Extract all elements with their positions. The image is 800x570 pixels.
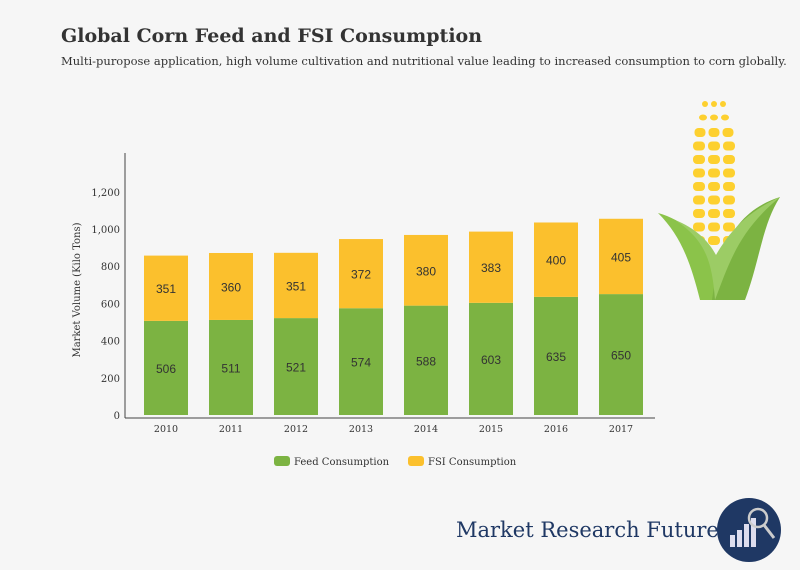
y-axis-label: Market Volume (Kilo Tons)	[72, 222, 83, 357]
bar-feed-2016	[534, 296, 578, 415]
bar-fsi-2010	[144, 255, 188, 321]
data-label: 372	[351, 268, 371, 282]
corn-illustration	[658, 101, 780, 300]
y-tick-label: 200	[101, 374, 120, 385]
brand-name: Market Research Future	[456, 518, 719, 542]
chart-subtitle: Multi-puropose application, high volume …	[61, 54, 787, 68]
data-label: 506	[156, 362, 176, 376]
bar-feed-2017	[599, 294, 643, 415]
x-tick-label: 2011	[219, 424, 243, 435]
legend-swatch-0	[274, 456, 290, 466]
x-tick-label: 2010	[154, 424, 178, 435]
bar-feed-2015	[469, 302, 513, 415]
brand-logo	[717, 498, 781, 562]
x-tick-label: 2014	[414, 424, 438, 435]
data-label: 405	[611, 250, 631, 264]
y-tick-label: 600	[101, 299, 120, 310]
legend-label: FSI Consumption	[428, 457, 517, 468]
y-tick-label: 1,000	[91, 225, 120, 236]
x-tick-label: 2017	[609, 424, 633, 435]
x-tick-label: 2016	[544, 424, 568, 435]
data-label: 351	[156, 282, 176, 296]
bar-fsi-2011	[209, 252, 253, 320]
y-tick-label: 800	[101, 262, 120, 273]
data-label: 351	[286, 279, 306, 293]
data-label: 588	[416, 354, 436, 368]
legend-swatch-1	[408, 456, 424, 466]
bar-feed-2011	[209, 319, 253, 415]
x-tick-label: 2012	[284, 424, 308, 435]
bar-feed-2012	[274, 318, 318, 415]
data-label: 360	[221, 280, 241, 294]
x-tick-label: 2013	[349, 424, 373, 435]
y-tick-label: 0	[114, 411, 120, 422]
data-label: 383	[481, 261, 501, 275]
data-label: 574	[351, 356, 371, 370]
data-label: 603	[481, 353, 501, 367]
x-tick-label: 2015	[479, 424, 503, 435]
bar-feed-2013	[339, 308, 383, 415]
data-label: 400	[546, 254, 566, 268]
data-label: 635	[546, 350, 566, 364]
y-tick-label: 400	[101, 337, 120, 348]
legend-label: Feed Consumption	[294, 457, 390, 468]
bar-fsi-2016	[534, 222, 578, 297]
data-label: 521	[286, 361, 306, 375]
bar-fsi-2014	[404, 234, 448, 306]
bar-fsi-2012	[274, 252, 318, 319]
data-label: 511	[221, 361, 240, 375]
data-label: 650	[611, 349, 631, 363]
bar-fsi-2015	[469, 231, 513, 303]
bar-fsi-2013	[339, 239, 383, 309]
bar-feed-2010	[144, 320, 188, 415]
bar-feed-2014	[404, 305, 448, 415]
chart-title: Global Corn Feed and FSI Consumption	[61, 25, 483, 47]
bar-fsi-2017	[599, 218, 643, 295]
data-label: 380	[416, 264, 436, 278]
y-tick-label: 1,200	[91, 188, 120, 199]
